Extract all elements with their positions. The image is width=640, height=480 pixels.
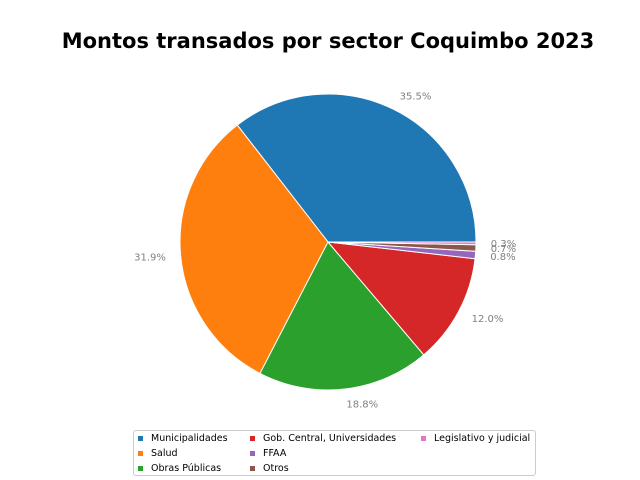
legend-label: Otros	[263, 463, 289, 474]
legend-label: FFAA	[263, 448, 287, 459]
legend-swatch	[250, 451, 255, 456]
legend: Municipalidades Salud Obras Públicas Gob. C…	[133, 430, 536, 476]
legend-label: Salud	[151, 448, 178, 459]
legend-label: Obras Públicas	[151, 463, 222, 474]
legend-label: Gob. Central, Universidades	[263, 433, 397, 444]
legend-swatch	[138, 436, 143, 441]
pie-label-salud: 31.9%	[134, 252, 166, 263]
legend-item-gob-central-universidades: Gob. Central, Universidades	[250, 433, 396, 444]
legend-item-legislativo-y-judicial: Legislativo y judicial	[421, 433, 530, 444]
pie-slice-municipalidades	[236, 93, 477, 243]
pie-slice-obras-publicas	[259, 241, 425, 391]
legend-item-municipalidades: Municipalidades	[138, 433, 228, 444]
legend-item-salud: Salud	[138, 448, 178, 459]
chart-title: Montos transados por sector Coquimbo 202…	[61, 29, 595, 53]
legend-swatch	[250, 436, 255, 441]
legend-item-obras-publicas: Obras Públicas	[138, 463, 221, 474]
pie-label-legislativo-y-judicial: 0.3%	[491, 239, 516, 250]
pie-label-obras-publicas: 18.8%	[346, 399, 378, 410]
legend-swatch	[250, 466, 255, 471]
legend-item-ffaa: FFAA	[250, 448, 286, 459]
pie-slice-legislativo-y-judicial	[327, 241, 477, 246]
legend-item-otros: Otros	[250, 463, 289, 474]
legend-label: Municipalidades	[151, 433, 228, 444]
pie-label-gob-central-universidades: 12.0%	[472, 314, 504, 325]
pie-label-municipalidades: 35.5%	[400, 91, 432, 102]
pie-label-otros: 0.7%	[491, 244, 516, 255]
legend-swatch	[138, 451, 143, 456]
pie-label-ffaa: 0.8%	[490, 252, 515, 263]
legend-label: Legislativo y judicial	[434, 433, 531, 444]
pie-slice-gob-central-universidades	[326, 241, 476, 356]
legend-swatch	[421, 436, 426, 441]
legend-swatch	[138, 466, 143, 471]
pie-slice-salud	[179, 124, 329, 375]
